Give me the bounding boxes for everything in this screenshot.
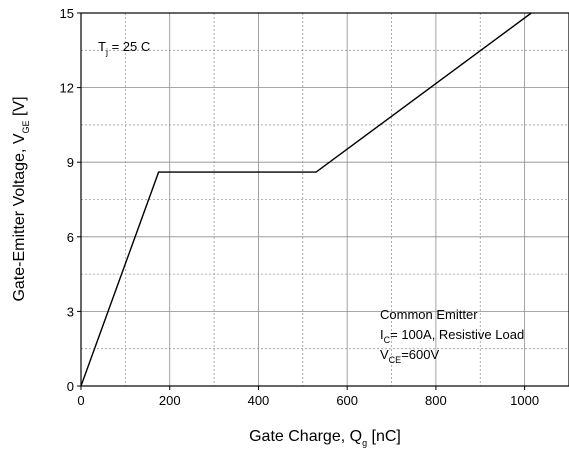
x-tick-label: 400 bbox=[248, 393, 270, 408]
y-axis-label: Gate-Emitter Voltage, VGE [V] bbox=[11, 96, 31, 301]
tick-labels: 0 200 400 600 800 1000 0 3 6 9 12 15 bbox=[60, 6, 540, 408]
y-tick-label: 12 bbox=[60, 81, 74, 96]
x-tick-label: 0 bbox=[77, 393, 84, 408]
annotation-current: IC= 100A, Resistive Load bbox=[380, 327, 524, 345]
y-tick-label: 6 bbox=[67, 230, 74, 245]
x-axis-label: Gate Charge, Qg [nC] bbox=[249, 428, 401, 448]
annotation-voltage: VCE=600V bbox=[380, 347, 439, 365]
series-group bbox=[80, 12, 532, 387]
y-tick-label: 9 bbox=[67, 155, 74, 170]
annotation-condition-title: Common Emitter bbox=[380, 307, 478, 322]
y-tick-label: 0 bbox=[67, 379, 74, 394]
annotation-temperature: Tj = 25 C bbox=[98, 39, 150, 57]
x-tick-label: 800 bbox=[425, 393, 447, 408]
plot-frame bbox=[80, 12, 569, 387]
x-tick-label: 600 bbox=[336, 393, 358, 408]
x-tick-label: 1000 bbox=[510, 393, 539, 408]
x-tick-label: 200 bbox=[159, 393, 181, 408]
series-line bbox=[80, 12, 532, 387]
y-tick-label: 3 bbox=[67, 304, 74, 319]
grid-lines bbox=[81, 13, 569, 386]
y-tick-label: 15 bbox=[60, 6, 74, 21]
